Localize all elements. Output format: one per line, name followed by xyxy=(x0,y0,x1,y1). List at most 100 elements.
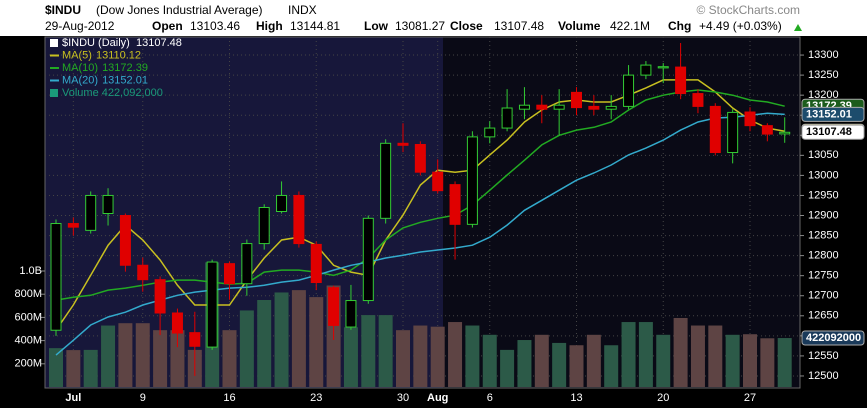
legend-value: 13107.48 xyxy=(136,37,182,49)
symbol-name: (Dow Jones Industrial Average) xyxy=(96,3,263,17)
volume-bar xyxy=(725,334,740,387)
volume-bar xyxy=(777,338,792,387)
stat-value: 13081.27 xyxy=(395,19,445,33)
volume-bar xyxy=(465,325,480,387)
volume-bar xyxy=(153,330,168,387)
y-tick-label: 12500 xyxy=(808,370,839,382)
y-tick-label: 13300 xyxy=(808,49,839,61)
volume-bar xyxy=(361,315,376,387)
candle-body xyxy=(137,264,149,281)
candle-body xyxy=(518,104,530,110)
stat-label: Volume xyxy=(558,19,601,33)
candle-body xyxy=(588,105,600,110)
candle-body xyxy=(171,312,183,334)
volume-bar xyxy=(569,345,584,387)
volume-bar xyxy=(638,322,653,387)
x-tick-label: 27 xyxy=(744,392,756,404)
candle-body xyxy=(189,332,201,347)
candle-body xyxy=(397,142,409,146)
volume-bar xyxy=(66,350,81,387)
volume-bar xyxy=(604,345,619,387)
legend-label: MA(5) xyxy=(62,49,92,61)
y-tick-label: 13250 xyxy=(808,69,839,81)
candle-body xyxy=(709,105,721,154)
stat-value: 13144.81 xyxy=(290,19,340,33)
volume-tick-label: 200M xyxy=(14,358,42,370)
candle-body xyxy=(414,144,426,173)
y-tick-label: 12550 xyxy=(808,350,839,362)
close-tag-box xyxy=(801,124,865,140)
volume-bar xyxy=(552,342,567,387)
volume-bar xyxy=(170,330,185,387)
volume-bar xyxy=(101,325,116,387)
legend-label: MA(20) xyxy=(62,74,98,86)
ma20-tag-box xyxy=(801,106,865,122)
candle-body xyxy=(657,66,669,69)
volume-bar xyxy=(239,310,254,387)
legend-value: 13172.39 xyxy=(102,62,148,74)
volume-bar xyxy=(222,330,237,387)
x-tick-label: 20 xyxy=(657,392,669,404)
volume-bar xyxy=(378,315,393,387)
volume-bar xyxy=(708,325,723,387)
x-tick-label: Aug xyxy=(427,392,448,404)
x-tick-label: 6 xyxy=(487,392,493,404)
ma-line xyxy=(55,112,785,356)
x-tick-label: 13 xyxy=(570,392,582,404)
volume-bar xyxy=(760,338,775,387)
volume-bar xyxy=(83,349,98,387)
x-tick-label: Jul xyxy=(65,392,81,404)
candle-body xyxy=(206,261,218,348)
candle-body xyxy=(466,136,478,225)
candle-body xyxy=(761,125,773,135)
stat-value: 422.1M xyxy=(610,19,650,33)
candle-body xyxy=(293,194,305,245)
candle-body xyxy=(328,287,340,326)
volume-bar xyxy=(118,323,133,387)
stat-value: +4.49 (+0.03%) xyxy=(699,19,782,33)
y-tick-label: 12700 xyxy=(808,290,839,302)
candle-body xyxy=(675,66,687,95)
volume-bar xyxy=(413,325,428,387)
volume-bar xyxy=(517,340,532,387)
candle-body xyxy=(432,171,444,192)
candle-body xyxy=(224,263,235,285)
legend-value: 13152.01 xyxy=(102,74,148,86)
volume-bar xyxy=(291,290,306,387)
legend-label: MA(10) xyxy=(62,62,98,74)
volume-bar xyxy=(257,300,272,387)
exchange: INDX xyxy=(288,3,317,17)
stat-label: Chg xyxy=(668,19,691,33)
candle-body xyxy=(692,93,704,107)
candle-body xyxy=(484,127,496,138)
candle-body xyxy=(501,107,513,129)
volume-bar xyxy=(586,334,601,387)
volume-bar xyxy=(656,334,671,387)
candle-body xyxy=(50,223,62,331)
stat-label: High xyxy=(256,19,283,33)
volume-tick-label: 400M xyxy=(14,335,42,347)
candle-body xyxy=(605,105,617,110)
volume-bar xyxy=(482,334,497,387)
candle-body xyxy=(380,142,392,219)
stat-label: Open xyxy=(152,19,183,33)
y-tick-label: 13200 xyxy=(808,89,839,101)
candle-body xyxy=(154,279,166,314)
copyright: © StockCharts.com xyxy=(696,3,800,17)
candle-body xyxy=(119,215,131,266)
volume-tick-label: 800M xyxy=(14,288,42,300)
y-tick-label: 12850 xyxy=(808,229,839,241)
x-tick-label: 9 xyxy=(140,392,146,404)
y-tick-label: 12750 xyxy=(808,270,839,282)
candle-body xyxy=(449,184,461,225)
candle-body xyxy=(276,194,288,212)
y-tick-label: 12900 xyxy=(808,209,839,221)
candle-body xyxy=(779,131,791,135)
candle-body xyxy=(67,223,79,228)
candle-body xyxy=(310,243,322,283)
volume-bar xyxy=(396,330,410,387)
volume-bar xyxy=(49,348,63,387)
ma20-tag: 13152.01 xyxy=(806,108,852,120)
x-tick-label: 16 xyxy=(223,392,235,404)
